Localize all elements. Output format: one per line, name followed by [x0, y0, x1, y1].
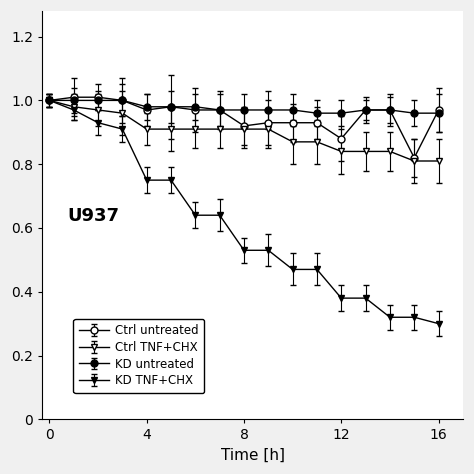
- Legend: Ctrl untreated, Ctrl TNF+CHX, KD untreated, KD TNF+CHX: Ctrl untreated, Ctrl TNF+CHX, KD untreat…: [73, 319, 204, 393]
- Text: U937: U937: [67, 207, 119, 225]
- X-axis label: Time [h]: Time [h]: [220, 448, 284, 463]
